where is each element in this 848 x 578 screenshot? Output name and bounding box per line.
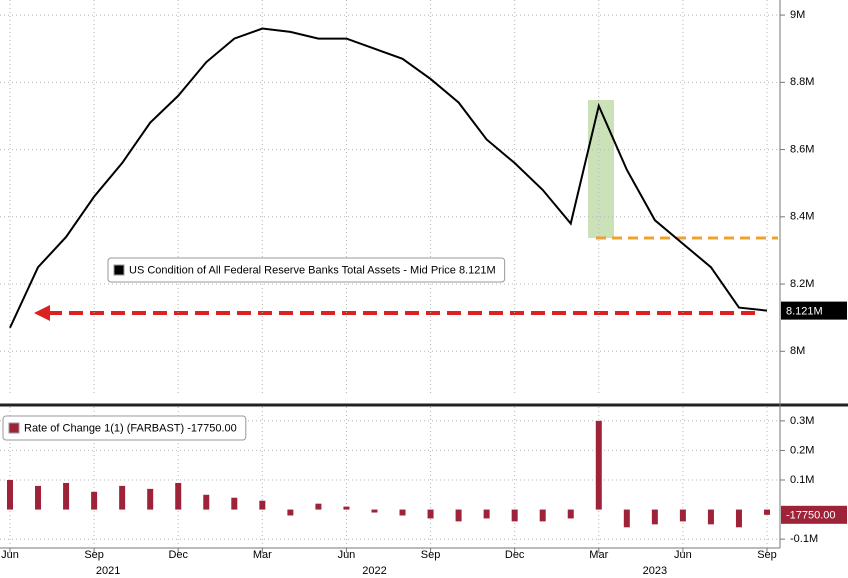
bar (427, 509, 434, 519)
x-tick-label: Jun (338, 549, 356, 561)
y-tick-label: 8.8M (790, 76, 814, 88)
x-tick-label: Mar (253, 549, 272, 561)
legend-box (2, 415, 247, 441)
x-year-label: 2021 (96, 565, 120, 577)
bar (764, 509, 770, 515)
bar (679, 509, 686, 522)
value-tag: 8.121M (786, 306, 823, 318)
bar (231, 497, 238, 510)
bar (343, 506, 350, 510)
legend-swatch (8, 422, 20, 434)
bar (455, 509, 462, 522)
bar (539, 509, 546, 522)
bar (735, 509, 742, 528)
x-tick-label: Sep (757, 549, 777, 561)
legend-label: US Condition of All Federal Reserve Bank… (129, 264, 496, 276)
bar (147, 488, 154, 510)
bar (511, 509, 518, 522)
y-tick-label: 8.2M (790, 278, 814, 290)
line-series (9, 27, 768, 329)
highlight-region (588, 100, 614, 238)
x-tick-label: Jun (1, 549, 19, 561)
bar (567, 509, 574, 519)
bar (399, 509, 406, 516)
x-tick-label: Mar (589, 549, 608, 561)
y-tick-label: 8M (790, 345, 805, 357)
bar (63, 482, 70, 510)
bar (119, 485, 126, 510)
bar (371, 509, 378, 513)
bar (203, 494, 210, 510)
legend-box (107, 257, 506, 283)
bar (651, 509, 658, 525)
red-arrow-head (34, 305, 50, 321)
bar (35, 485, 42, 510)
bar (175, 482, 182, 510)
bar (483, 509, 490, 519)
x-year-label: 2022 (362, 565, 386, 577)
bar (623, 509, 630, 528)
bar (287, 509, 294, 516)
value-tag-box (781, 301, 847, 320)
bar (91, 491, 98, 510)
bar (259, 500, 266, 510)
y-tick-label: 9M (790, 9, 805, 21)
x-year-label: 2023 (643, 565, 667, 577)
legend-label: Rate of Change 1(1) (FARBAST) -17750.00 (24, 422, 237, 434)
bar (707, 509, 714, 525)
bar (595, 420, 602, 510)
legend-swatch (113, 264, 125, 276)
y-tick-label: 0.3M (790, 415, 814, 427)
x-tick-label: Dec (168, 549, 188, 561)
bar (7, 480, 13, 510)
bar (315, 503, 322, 510)
y-tick-label: 0.1M (790, 474, 814, 486)
value-tag-box (781, 505, 847, 524)
x-tick-label: Dec (505, 549, 525, 561)
x-tick-label: Jun (674, 549, 692, 561)
y-tick-label: -0.1M (790, 533, 818, 545)
x-tick-label: Sep (421, 549, 441, 561)
y-tick-label: 8.6M (790, 143, 814, 155)
y-tick-label: 0.2M (790, 444, 814, 456)
value-tag: -17750.00 (786, 510, 836, 522)
y-tick-label: 8.4M (790, 211, 814, 223)
x-tick-label: Sep (84, 549, 104, 561)
